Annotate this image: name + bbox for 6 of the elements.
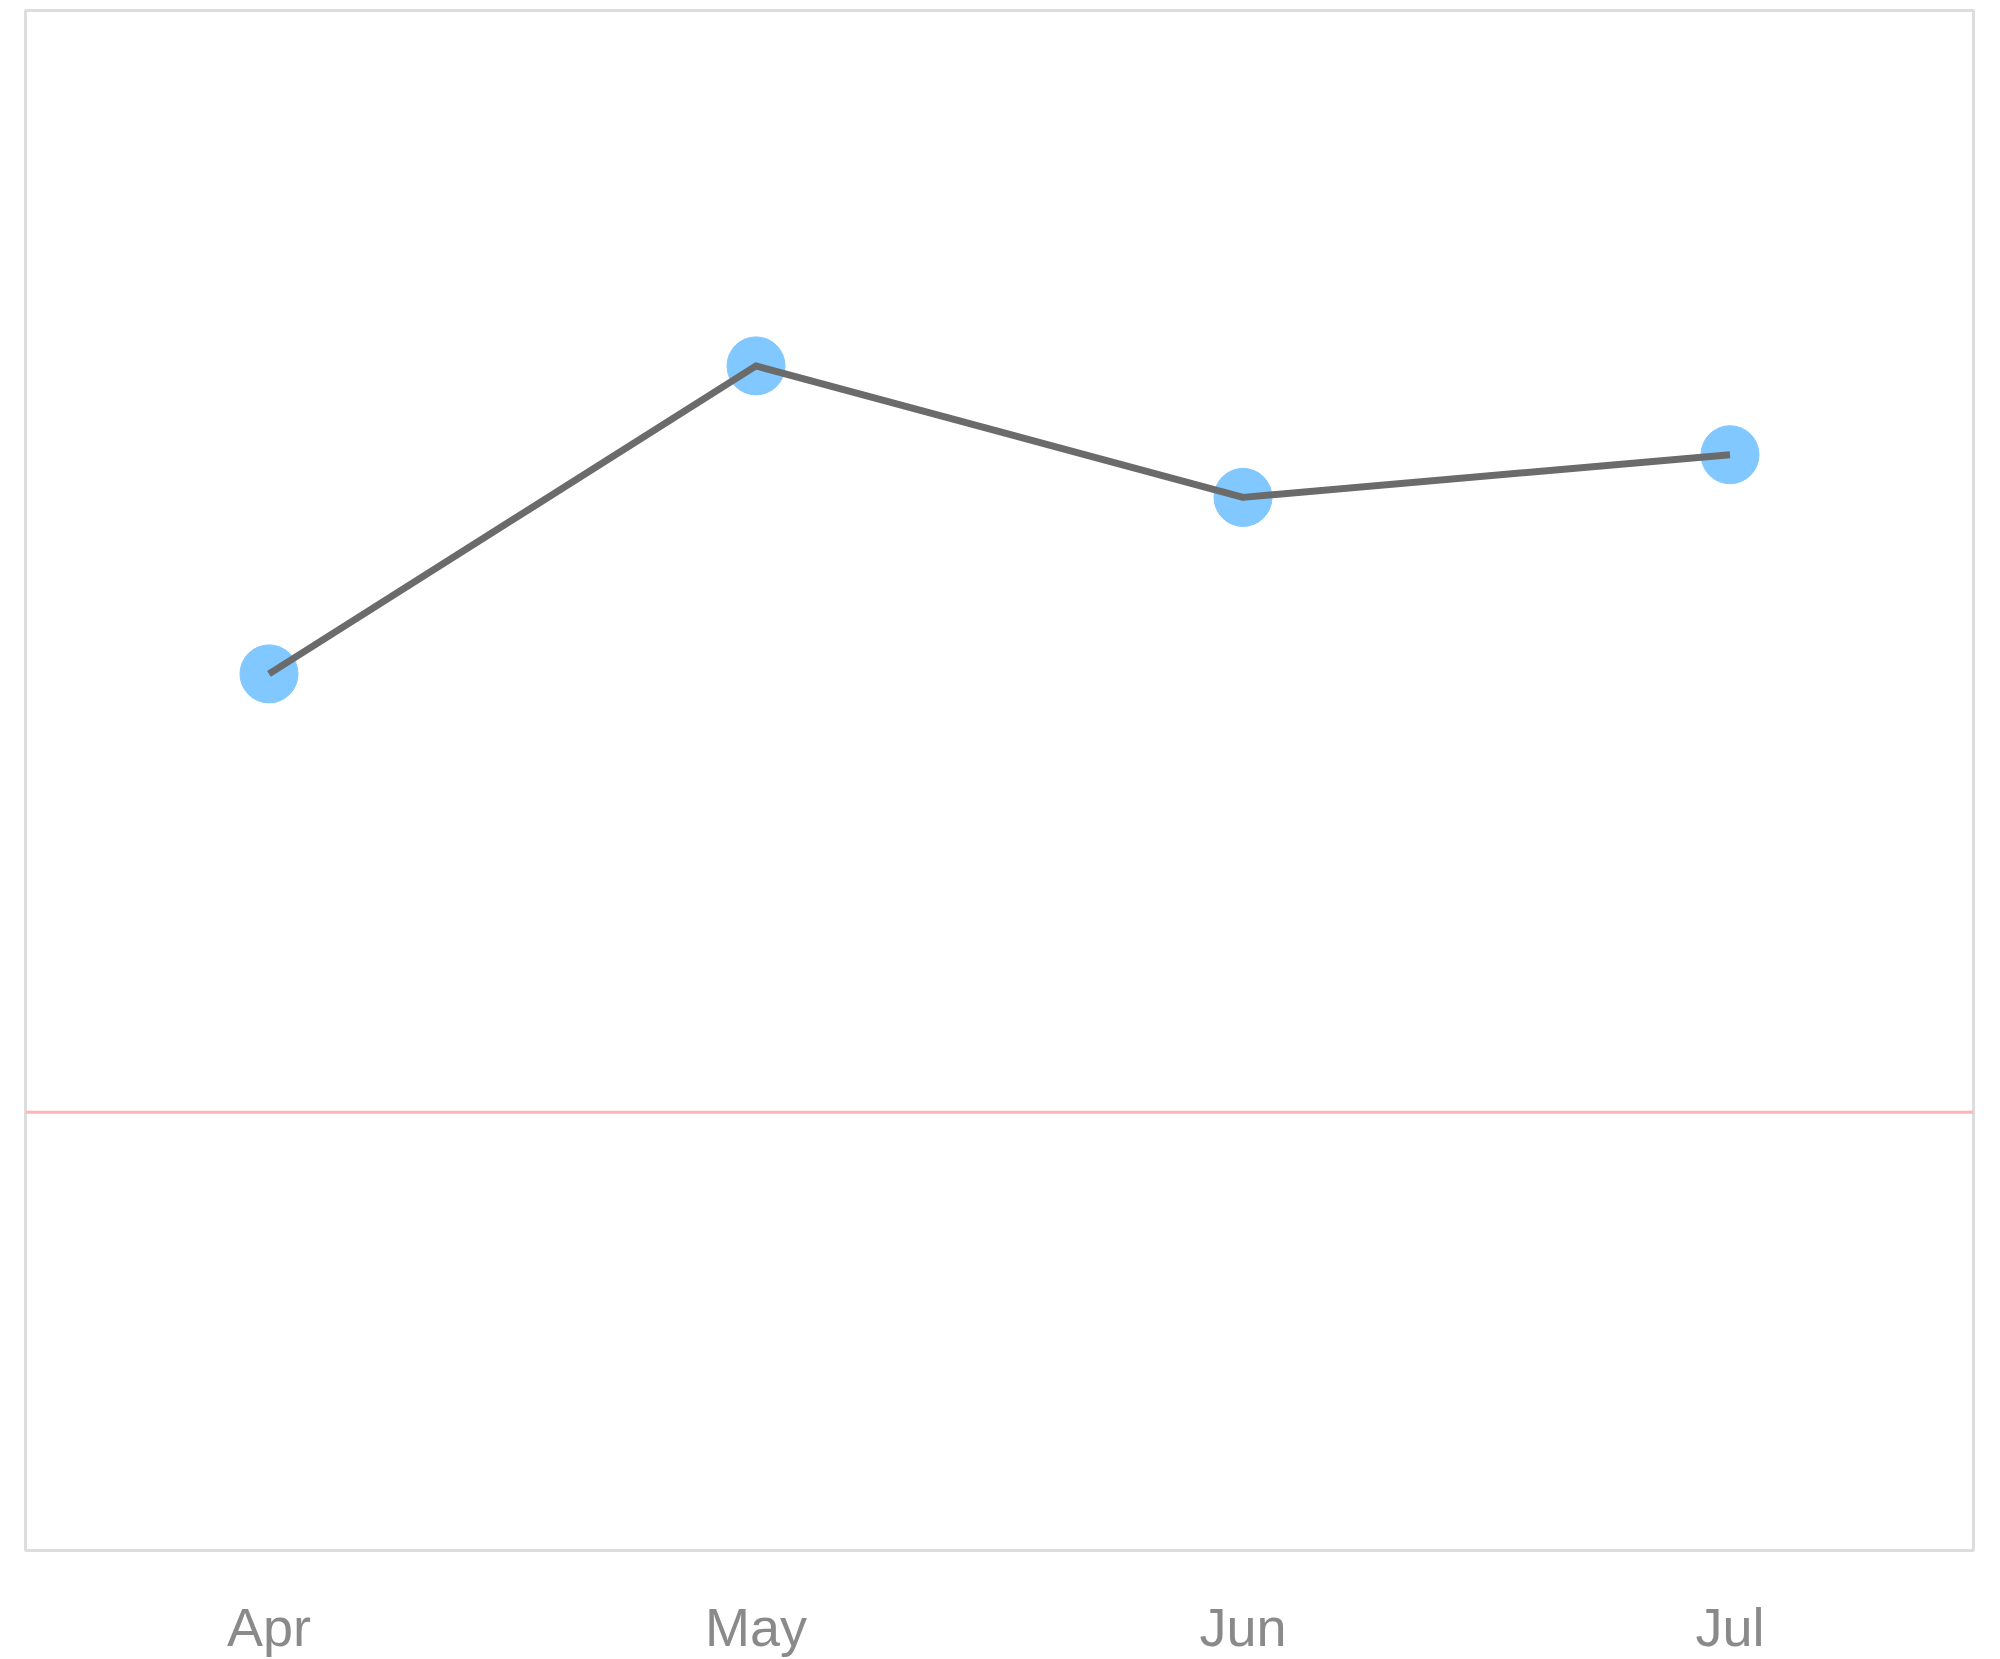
point — [1700, 425, 1760, 485]
x-tick-label: Jul — [1695, 1596, 1765, 1657]
x-tick-label: May — [704, 1596, 808, 1657]
point — [239, 644, 299, 704]
x-tick-label: Jun — [1199, 1596, 1287, 1657]
x-tick-label: Apr — [226, 1596, 312, 1657]
